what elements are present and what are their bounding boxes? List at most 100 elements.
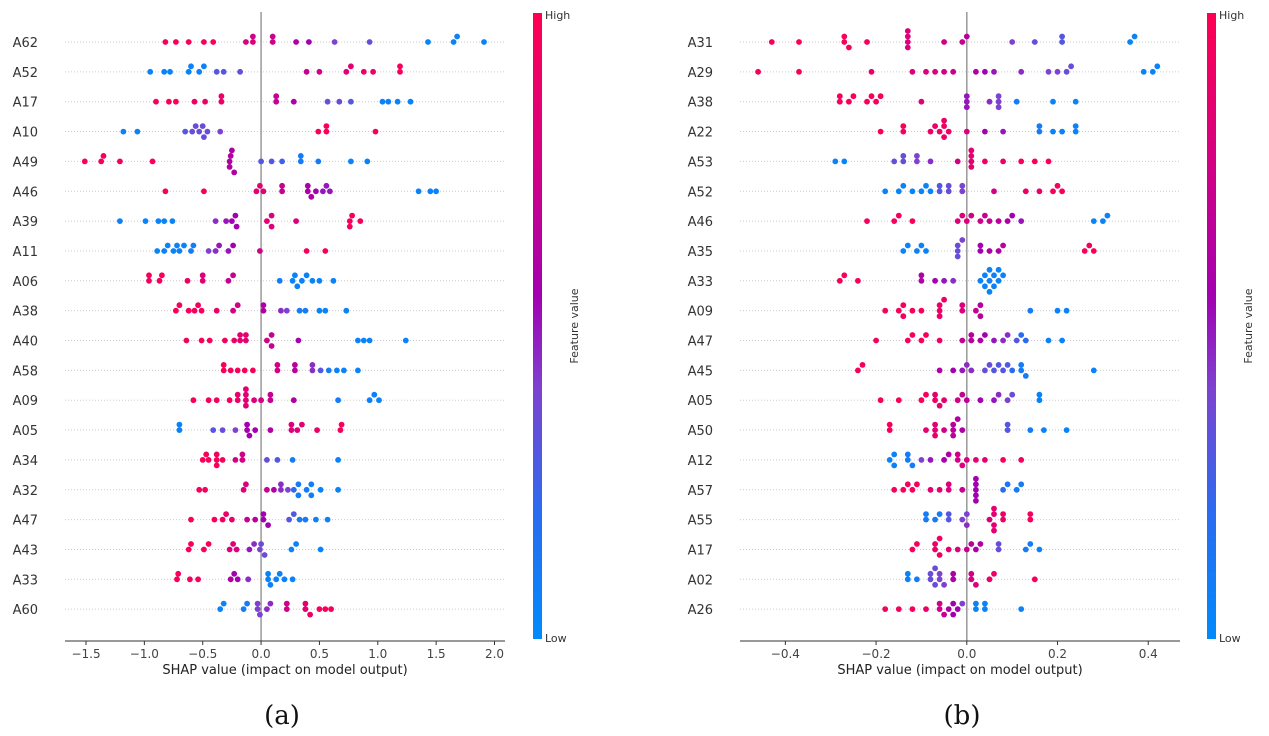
shap-dot-a52 xyxy=(185,68,192,75)
shap-dot-a35 xyxy=(954,253,961,260)
shap-dot-a32 xyxy=(285,486,291,493)
shap-dot-a12 xyxy=(1000,457,1006,463)
shap-dot-a45 xyxy=(855,367,861,374)
shap-dot-a09 xyxy=(936,313,943,320)
shap-dot-a46 xyxy=(308,193,315,200)
shap-dot-a31 xyxy=(846,44,852,51)
shap-dot-a47 xyxy=(265,522,271,528)
shap-dot-a47 xyxy=(211,516,218,523)
shap-dot-a58 xyxy=(317,367,324,374)
shap-dot-a33 xyxy=(234,576,241,583)
shap-dot-a45 xyxy=(963,362,970,368)
shap-dot-a45 xyxy=(986,362,993,368)
shap-dot-a38 xyxy=(846,98,852,105)
shap-dot-a60 xyxy=(264,606,270,612)
shap-dot-a34 xyxy=(219,457,226,463)
shap-dot-a47 xyxy=(977,337,984,344)
shap-dot-a33 xyxy=(265,570,271,577)
shap-dot-a62 xyxy=(481,39,487,45)
shap-dot-a52 xyxy=(343,68,350,75)
shap-dot-a49 xyxy=(297,153,304,159)
shap-dot-a17 xyxy=(218,93,225,100)
shap-dot-a02 xyxy=(991,570,997,577)
shap-dot-a10 xyxy=(201,134,207,141)
shap-dot-a22 xyxy=(1059,128,1065,135)
shap-dot-a31 xyxy=(768,39,775,45)
shap-dot-a39 xyxy=(223,218,230,225)
feature-label-a06: A06 xyxy=(13,275,38,290)
shap-dot-a29 xyxy=(932,68,938,75)
shap-dot-a60 xyxy=(328,606,334,612)
shap-dot-a62 xyxy=(250,33,256,40)
shap-dot-a12 xyxy=(954,457,961,463)
shap-dot-a49 xyxy=(227,153,234,159)
feature-label-a46: A46 xyxy=(688,215,713,230)
shap-dot-a31 xyxy=(864,39,870,45)
shap-dot-a58 xyxy=(292,367,298,374)
shap-dot-a10 xyxy=(315,128,322,135)
shap-dot-a57 xyxy=(904,481,911,488)
shap-dot-a17 xyxy=(273,93,280,100)
shap-dot-a60 xyxy=(240,606,247,612)
shap-dot-a46 xyxy=(304,182,311,189)
shap-dot-a11 xyxy=(230,242,237,249)
shap-dot-a47 xyxy=(286,516,292,523)
shap-dot-a09 xyxy=(900,313,907,320)
shap-dot-a11 xyxy=(176,248,183,254)
shap-dot-a33 xyxy=(950,277,957,284)
shap-dot-a45 xyxy=(936,367,943,374)
shap-dot-a49 xyxy=(98,158,105,165)
shap-dot-a02 xyxy=(936,570,943,577)
shap-dot-a11 xyxy=(164,242,171,249)
shap-dot-a53 xyxy=(927,158,934,165)
shap-dot-a05 xyxy=(918,397,925,404)
shap-dot-a47 xyxy=(1013,337,1020,344)
shap-dot-a53 xyxy=(954,158,961,165)
shap-dot-a40 xyxy=(231,337,238,344)
colorbar-low-label: Low xyxy=(545,632,567,645)
shap-dot-a32 xyxy=(308,481,315,488)
shap-dot-a46 xyxy=(257,182,263,189)
shap-dot-a09 xyxy=(959,302,966,309)
shap-dot-a12 xyxy=(945,451,952,458)
shap-dot-a33 xyxy=(276,570,283,577)
shap-dot-a40 xyxy=(402,337,409,344)
shap-dot-a46 xyxy=(433,188,439,195)
shap-dot-a09 xyxy=(243,386,249,393)
shap-dot-a33 xyxy=(187,576,193,583)
shap-dot-a02 xyxy=(904,576,911,583)
shap-dot-a33 xyxy=(982,272,988,279)
shap-dot-a33 xyxy=(991,283,997,290)
shap-dot-a57 xyxy=(891,486,898,493)
shap-dot-a58 xyxy=(234,367,241,374)
shap-dot-a46 xyxy=(909,218,916,225)
shap-dot-a31 xyxy=(1031,39,1038,45)
shap-dot-a47 xyxy=(188,516,194,523)
shap-dot-a35 xyxy=(977,242,984,249)
shap-dot-a52 xyxy=(316,68,323,75)
colorbar-high-label: High xyxy=(1219,9,1244,22)
shap-dot-a50 xyxy=(886,427,893,433)
shap-dot-a38 xyxy=(877,93,884,100)
shap-dot-a45 xyxy=(1090,367,1097,374)
shap-dot-a57 xyxy=(945,486,952,493)
shap-dot-a55 xyxy=(1000,511,1006,517)
shap-dot-a17 xyxy=(914,541,920,547)
shap-dot-a53 xyxy=(1045,158,1052,165)
shap-dot-a39 xyxy=(357,218,364,225)
shap-dot-a11 xyxy=(216,242,223,249)
shap-dot-a38 xyxy=(185,307,192,314)
shap-dot-a53 xyxy=(1018,158,1025,165)
shap-dot-a31 xyxy=(1131,33,1138,40)
shap-dot-a57 xyxy=(1013,486,1020,493)
shap-dot-a55 xyxy=(963,511,970,517)
shap-dot-a47 xyxy=(1022,337,1029,344)
shap-dot-a09 xyxy=(882,307,889,314)
shap-dot-a32 xyxy=(308,492,315,499)
shap-dot-a29 xyxy=(982,68,988,75)
x-tick-label: 2.0 xyxy=(485,647,504,661)
shap-dot-a09 xyxy=(959,307,966,314)
shap-dot-a38 xyxy=(995,93,1002,100)
shap-dot-a60 xyxy=(302,606,309,612)
shap-dot-a22 xyxy=(900,123,907,129)
